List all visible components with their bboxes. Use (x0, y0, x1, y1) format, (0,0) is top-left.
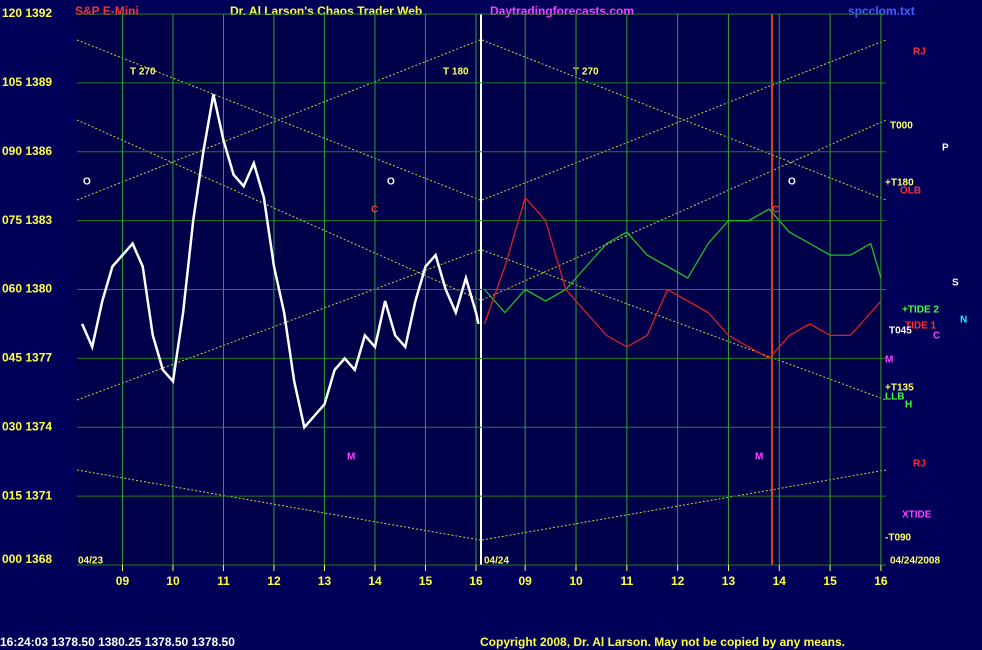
x-tick-label: 13 (722, 574, 736, 588)
annotation: C (933, 331, 940, 342)
annotation: O (83, 177, 91, 188)
annotation: TIDE 1 (905, 321, 937, 332)
annotation: T 270 (130, 67, 156, 78)
x-tick-label: 12 (267, 574, 281, 588)
x-tick-label: 10 (569, 574, 583, 588)
x-tick-label: 14 (368, 574, 382, 588)
price-line (80, 94, 480, 430)
site-title: Dr. Al Larson's Chaos Trader Web (230, 4, 422, 18)
annotation: M (347, 452, 355, 463)
x-tick-label: 09 (116, 574, 130, 588)
annotation: M (755, 452, 763, 463)
annotation: M (885, 355, 893, 366)
y-tick-label: 060 1380 (2, 282, 52, 296)
price-line (483, 196, 882, 360)
y-tick-label: 105 1389 (2, 75, 52, 89)
price-line (484, 208, 882, 314)
x-tick-label: 14 (773, 574, 787, 588)
x-tick-label: 12 (671, 574, 685, 588)
annotation: +T180 (885, 178, 914, 189)
annotation: 04/24/2008 (890, 556, 940, 567)
x-tick-label: 15 (823, 574, 837, 588)
annotation: H (905, 400, 912, 411)
site-url: Daytradingforecasts.com (490, 4, 634, 18)
annotation: -T090 (885, 533, 912, 544)
harmonic-line (481, 469, 887, 541)
x-tick-label: 09 (519, 574, 533, 588)
annotation: T 270 (573, 67, 599, 78)
annotation: +T135 (885, 383, 914, 394)
copyright: Copyright 2008, Dr. Al Larson. May not b… (480, 635, 845, 649)
annotation: O (387, 177, 395, 188)
y-tick-label: 030 1374 (2, 419, 52, 433)
annotation: 04/23 (78, 556, 103, 567)
y-tick-label: 000 1368 (2, 552, 52, 566)
annotation: O (788, 177, 796, 188)
x-tick-label: 16 (874, 574, 888, 588)
y-tick-label: 120 1392 (2, 6, 52, 20)
harmonic-line (76, 469, 481, 541)
annotation: LLB (885, 392, 904, 403)
annotation: RJ (913, 459, 926, 470)
y-tick-label: 090 1386 (2, 144, 52, 158)
annotation: XTIDE (902, 510, 932, 521)
annotation: C (772, 205, 779, 216)
harmonic-line (76, 39, 481, 201)
harmonic-line (76, 119, 481, 301)
annotation: P (942, 143, 949, 154)
annotation: T045 (889, 326, 912, 337)
annotation: T000 (890, 121, 913, 132)
x-tick-label: 11 (217, 574, 230, 588)
annotation: N (960, 315, 967, 326)
y-tick-label: 045 1377 (2, 351, 52, 365)
quote: 16:24:03 1378.50 1380.25 1378.50 1378.50 (0, 635, 235, 649)
symbol: S&P E-Mini (75, 4, 139, 18)
annotation: OLB (900, 186, 921, 197)
annotations: T 270 T 180 T 270 RJ T000 +T180 OLB P +T… (78, 47, 967, 567)
harmonic-lines (76, 39, 887, 541)
x-tick-label: 13 (318, 574, 332, 588)
x-tick-label: 10 (166, 574, 180, 588)
y-tick-label: 075 1383 (2, 213, 52, 227)
annotation: +TIDE 2 (902, 305, 939, 316)
x-tick-label: 15 (419, 574, 433, 588)
harmonic-line (481, 119, 887, 301)
annotation: 04/24 (484, 556, 509, 567)
annotation: S (952, 278, 959, 289)
annotation: RJ (913, 47, 926, 58)
annotation: T 180 (443, 67, 469, 78)
x-tick-label: 11 (620, 574, 633, 588)
x-tick-label: 16 (469, 574, 483, 588)
harmonic-line (481, 39, 887, 201)
y-tick-label: 015 1371 (2, 488, 52, 502)
file-name: spcclom.txt (848, 4, 915, 18)
